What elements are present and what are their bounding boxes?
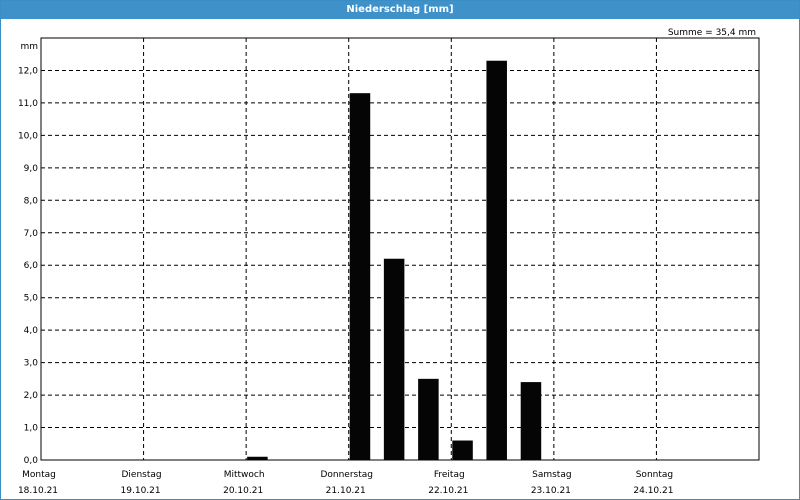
x-tick-date-label: 19.10.21 bbox=[121, 486, 161, 496]
x-tick-day-label: Dienstag bbox=[122, 470, 162, 480]
y-tick-label: 4,0 bbox=[24, 326, 39, 336]
x-tick-day-label: Samstag bbox=[532, 470, 571, 480]
x-tick-date-label: 22.10.21 bbox=[428, 486, 468, 496]
y-tick-label: 0,0 bbox=[24, 456, 39, 466]
y-tick-label: 12,0 bbox=[18, 66, 38, 76]
x-tick-day-label: Freitag bbox=[434, 470, 465, 480]
y-tick-label: 6,0 bbox=[24, 261, 39, 271]
x-tick-day-label: Montag bbox=[22, 470, 56, 480]
window-title: Niederschlag [mm] bbox=[1, 1, 799, 19]
y-tick-label: 5,0 bbox=[24, 294, 39, 304]
x-tick-day-label: Mittwoch bbox=[224, 470, 265, 480]
sum-annotation: Summe = 35,4 mm bbox=[668, 28, 756, 38]
y-tick-label: 3,0 bbox=[24, 359, 39, 369]
precipitation-bar bbox=[349, 93, 371, 460]
precipitation-bar bbox=[418, 378, 439, 460]
x-tick-date-label: 18.10.21 bbox=[18, 486, 58, 496]
x-tick-day-label: Donnerstag bbox=[320, 470, 373, 480]
x-tick-date-label: 24.10.21 bbox=[633, 486, 673, 496]
y-tick-label: 10,0 bbox=[18, 131, 38, 141]
precipitation-bar bbox=[247, 456, 268, 460]
y-tick-label: 11,0 bbox=[18, 99, 38, 109]
precipitation-bar bbox=[452, 440, 473, 460]
x-tick-day-label: Sonntag bbox=[636, 470, 673, 480]
x-tick-date-label: 21.10.21 bbox=[326, 486, 366, 496]
precipitation-bar bbox=[520, 382, 542, 460]
y-tick-label: 1,0 bbox=[24, 424, 39, 434]
y-tick-label: 9,0 bbox=[24, 164, 39, 174]
y-tick-label: 7,0 bbox=[24, 229, 39, 239]
precipitation-bar bbox=[486, 60, 507, 460]
y-axis-label: mm bbox=[20, 42, 38, 52]
x-tick-date-label: 23.10.21 bbox=[531, 486, 571, 496]
y-tick-label: 8,0 bbox=[24, 196, 39, 206]
x-tick-date-label: 20.10.21 bbox=[223, 486, 263, 496]
precipitation-bar bbox=[383, 258, 405, 460]
y-tick-label: 2,0 bbox=[24, 391, 39, 401]
